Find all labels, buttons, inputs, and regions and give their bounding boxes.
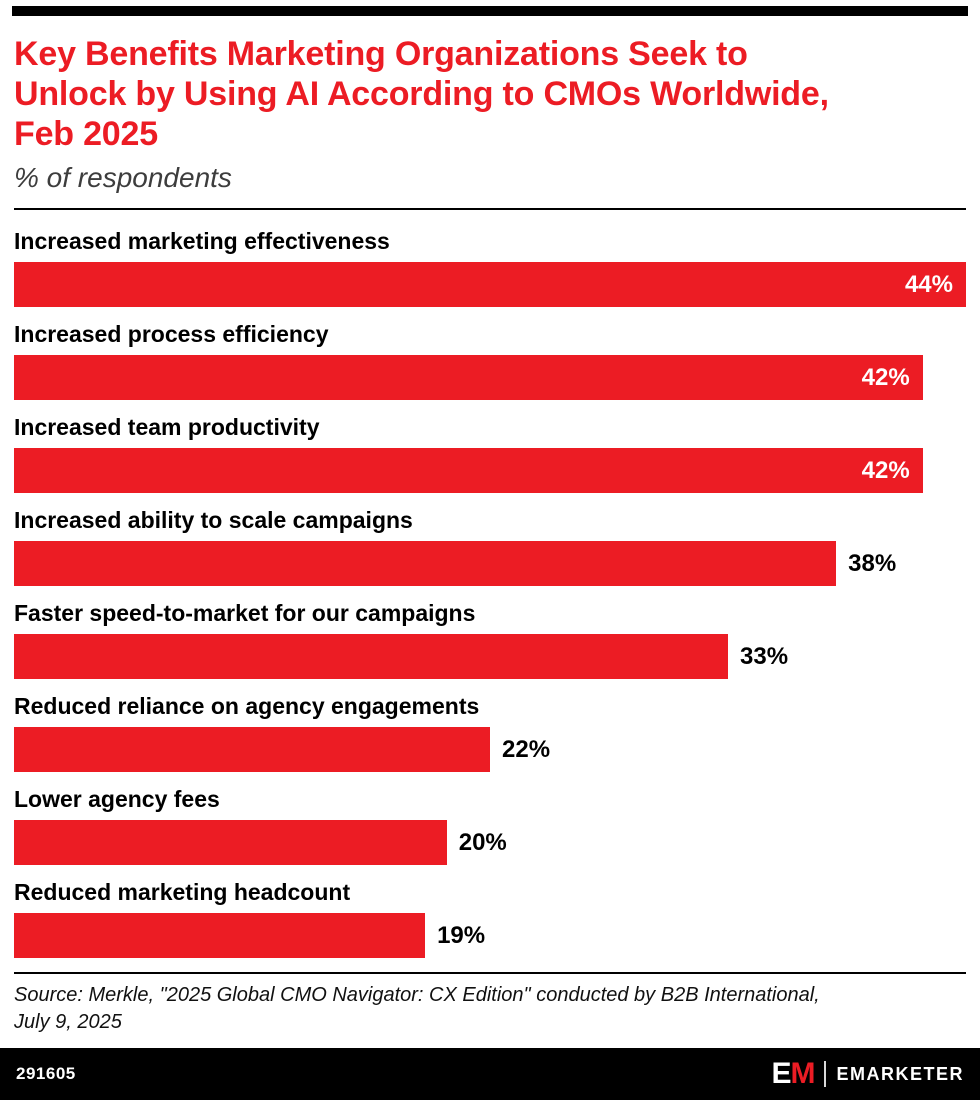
bar-category-label: Faster speed-to-market for our campaigns	[14, 600, 476, 627]
chart-row: Increased process efficiency 42%	[14, 307, 966, 401]
bar-value-label: 22%	[502, 736, 551, 764]
chart-row: Reduced marketing headcount 19%	[14, 865, 966, 959]
bar-category-label: Lower agency fees	[14, 786, 220, 813]
chart-title: Key Benefits Marketing Organizations See…	[14, 34, 966, 154]
chart-row: Reduced reliance on agency engagements 22…	[14, 679, 966, 773]
logo-letter-e: E	[771, 1057, 791, 1090]
divider-top	[14, 208, 966, 211]
chart-row: Faster speed-to-market for our campaigns…	[14, 586, 966, 680]
chart-title-line: Unlock by Using AI According to CMOs Wor…	[14, 75, 829, 114]
bar-value-label: 42%	[861, 364, 910, 392]
bar-track: 33%	[14, 634, 966, 680]
chart-row: Increased marketing effectiveness 44%	[14, 214, 966, 308]
bar-value-label: 20%	[458, 829, 507, 857]
bar-category-label: Reduced marketing headcount	[14, 879, 351, 906]
bar	[14, 541, 837, 587]
chart-title-line: Feb 2025	[14, 115, 158, 154]
bar	[14, 727, 490, 773]
bar-value-label: 19%	[437, 922, 486, 950]
bar-track: 42%	[14, 355, 966, 401]
bar-category-label: Increased ability to scale campaigns	[14, 507, 413, 534]
chart-id: 291605	[16, 1064, 76, 1083]
bar-category-label: Increased process efficiency	[14, 321, 329, 348]
chart-title-line: Key Benefits Marketing Organizations See…	[14, 35, 748, 73]
bar	[14, 634, 728, 680]
bar: 42%	[14, 448, 923, 494]
bar: 44%	[14, 262, 966, 308]
bar-value-label: 33%	[740, 643, 789, 671]
emarketer-logo-mark: EM	[771, 1057, 815, 1090]
bar-category-label: Increased team productivity	[14, 414, 320, 441]
logo-divider	[824, 1061, 827, 1087]
bar-track: 42%	[14, 448, 966, 494]
bar: 42%	[14, 355, 923, 401]
chart-content: Key Benefits Marketing Organizations See…	[0, 34, 980, 1036]
divider-bottom	[14, 972, 966, 975]
chart-row: Increased ability to scale campaigns 38%	[14, 493, 966, 587]
bar	[14, 820, 447, 866]
bar-track: 44%	[14, 262, 966, 308]
bar-value-label: 38%	[848, 550, 897, 578]
bar-category-label: Increased marketing effectiveness	[14, 228, 390, 255]
bar-track: 38%	[14, 541, 966, 587]
chart-subtitle: % of respondents	[14, 162, 232, 194]
bar-value-label: 42%	[861, 457, 910, 485]
top-accent-bar	[12, 6, 968, 16]
bar	[14, 913, 426, 959]
bar-category-label: Reduced reliance on agency engagements	[14, 693, 480, 720]
source-line: July 9, 2025	[14, 1011, 122, 1034]
bar-value-label: 44%	[904, 271, 953, 299]
chart-row: Lower agency fees 20%	[14, 772, 966, 866]
source-note: Source: Merkle, "2025 Global CMO Navigat…	[14, 982, 966, 1036]
logo-letter-m: M	[790, 1057, 815, 1090]
brand-name: EMARKETER	[836, 1063, 964, 1084]
emarketer-logo: EM EMARKETER	[771, 1059, 964, 1089]
source-line: Source: Merkle, "2025 Global CMO Navigat…	[14, 984, 820, 1007]
footer-brand-bar: 291605 EM EMARKETER	[0, 1048, 980, 1100]
chart-row: Increased team productivity 42%	[14, 400, 966, 494]
bar-track: 19%	[14, 913, 966, 959]
bar-track: 20%	[14, 820, 966, 866]
bar-track: 22%	[14, 727, 966, 773]
bar-chart: Increased marketing effectiveness 44% Incr…	[14, 214, 966, 959]
